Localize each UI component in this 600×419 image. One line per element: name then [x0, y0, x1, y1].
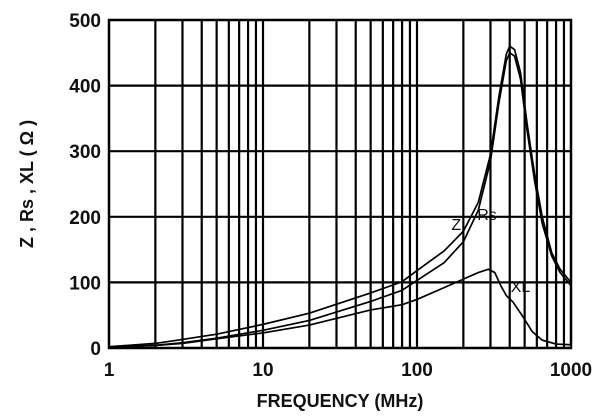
y-axis-ticks: 0 100 200 300 400 500	[69, 11, 101, 360]
y-tick-label: 200	[69, 208, 101, 229]
series-lines	[108, 45, 572, 349]
x-tick-label: 1000	[550, 360, 592, 381]
x-tick-label: 10	[252, 360, 273, 381]
y-tick-label: 400	[69, 77, 101, 98]
x-tick-label: 1	[104, 360, 115, 381]
series-line-z	[108, 45, 572, 348]
series-labels: Z Rs XL	[451, 207, 530, 296]
x-axis-title: FREQUENCY (MHz)	[257, 391, 424, 411]
series-label-rs: Rs	[477, 207, 497, 224]
series-label-z: Z	[451, 217, 461, 234]
y-tick-label: 300	[69, 142, 101, 163]
y-tick-label: 100	[69, 273, 101, 294]
series-line-rs	[108, 51, 572, 349]
y-tick-label: 0	[90, 339, 101, 360]
grid	[109, 20, 571, 348]
series-label-xl: XL	[511, 279, 531, 296]
plot-frame	[107, 18, 573, 350]
series-line-xl	[108, 268, 572, 349]
y-axis-title: Z , Rs , XL ( Ω )	[17, 120, 37, 248]
x-tick-label: 100	[401, 360, 433, 381]
x-axis-ticks: 1 10 100 1000	[104, 360, 592, 381]
y-tick-label: 500	[69, 11, 101, 32]
